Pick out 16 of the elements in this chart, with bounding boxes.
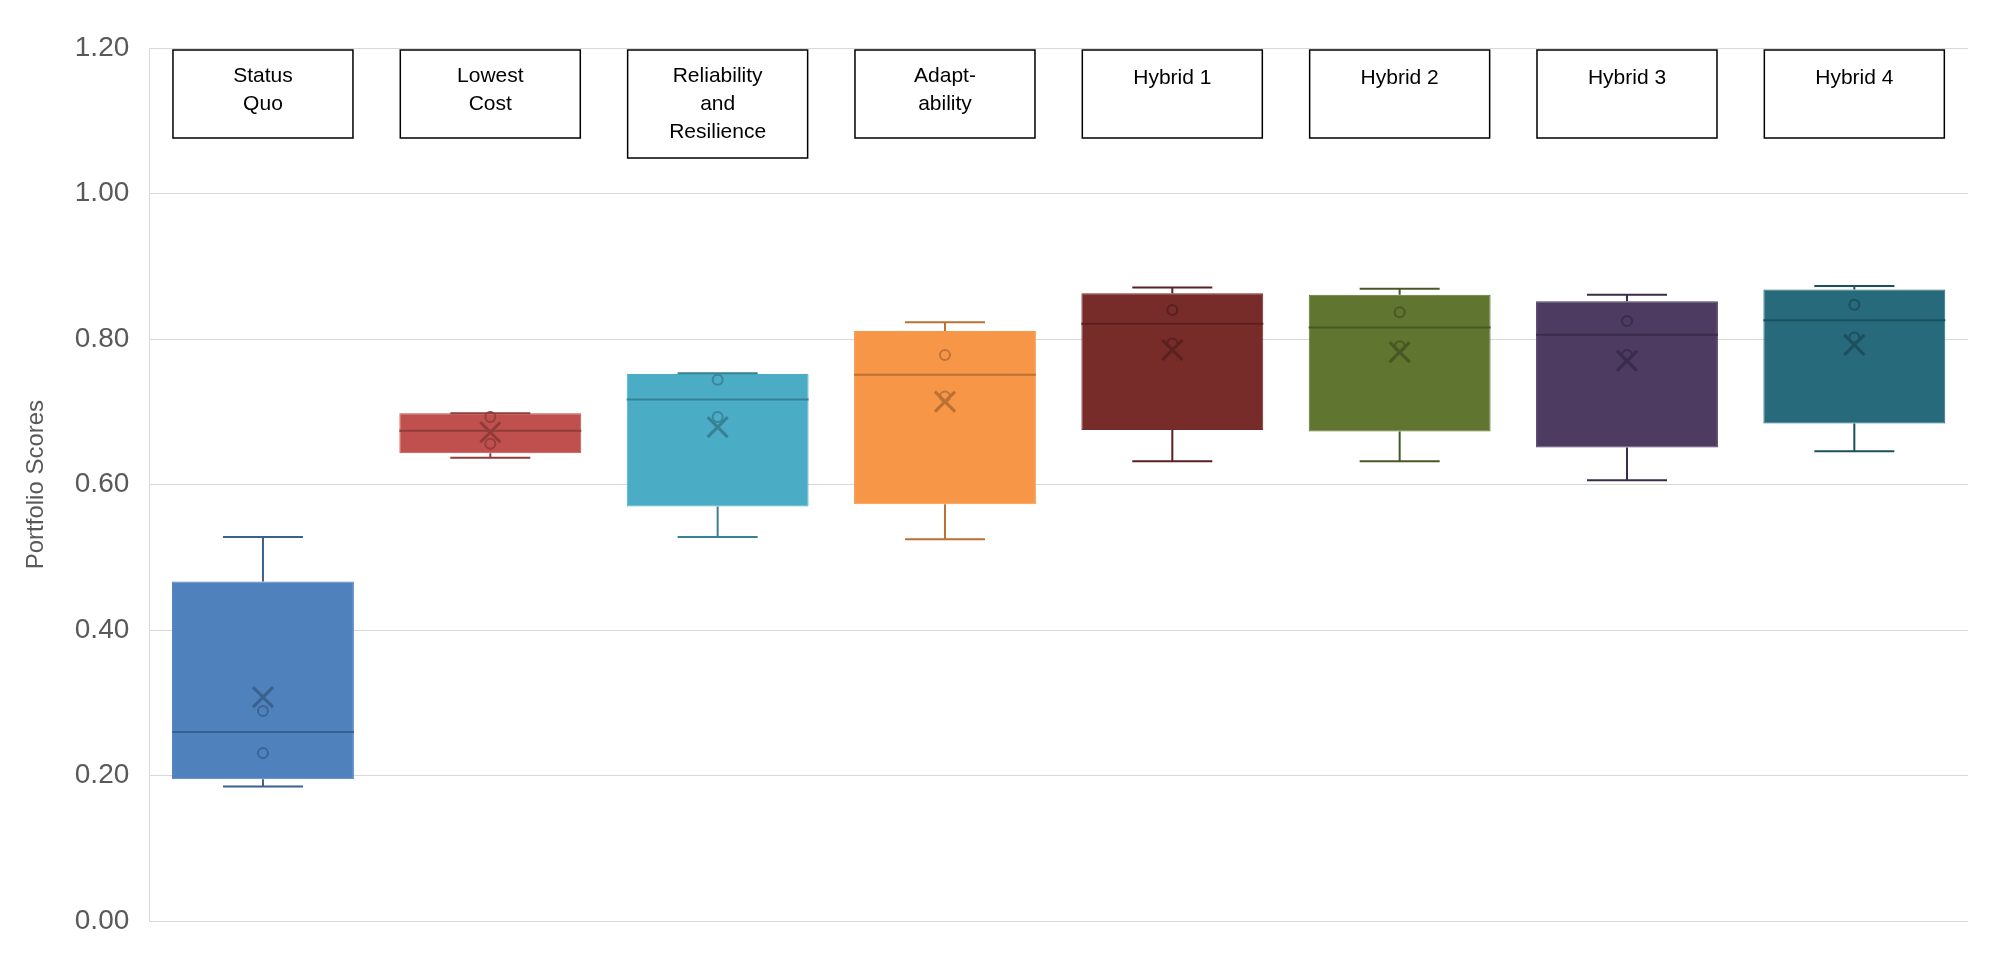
y-tick-label: 0.00: [74, 903, 130, 935]
y-axis-title: Portfolio Scores: [21, 399, 49, 570]
x-tick-label: Hybrid 2: [1360, 64, 1439, 88]
y-tick-label: 1.00: [74, 176, 130, 208]
x-tick-label: Status Quo: [233, 62, 293, 114]
x-tick-label: Hybrid 4: [1815, 64, 1894, 88]
y-tick-label: 0.80: [74, 321, 130, 353]
y-tick-label: 0.60: [74, 467, 130, 499]
x-tick-label: Hybrid 3: [1587, 64, 1667, 88]
x-tick-label: Hybrid 1: [1133, 64, 1212, 88]
x-tick-label: Reliability and Resilience: [669, 62, 767, 142]
x-tick-label: Adapt- ability: [914, 62, 976, 114]
y-tick-label: 0.40: [74, 612, 130, 644]
y-tick-label: 1.20: [74, 30, 130, 62]
x-tick-label: Lowest Cost: [457, 62, 524, 114]
y-tick-label: 0.20: [74, 758, 130, 790]
